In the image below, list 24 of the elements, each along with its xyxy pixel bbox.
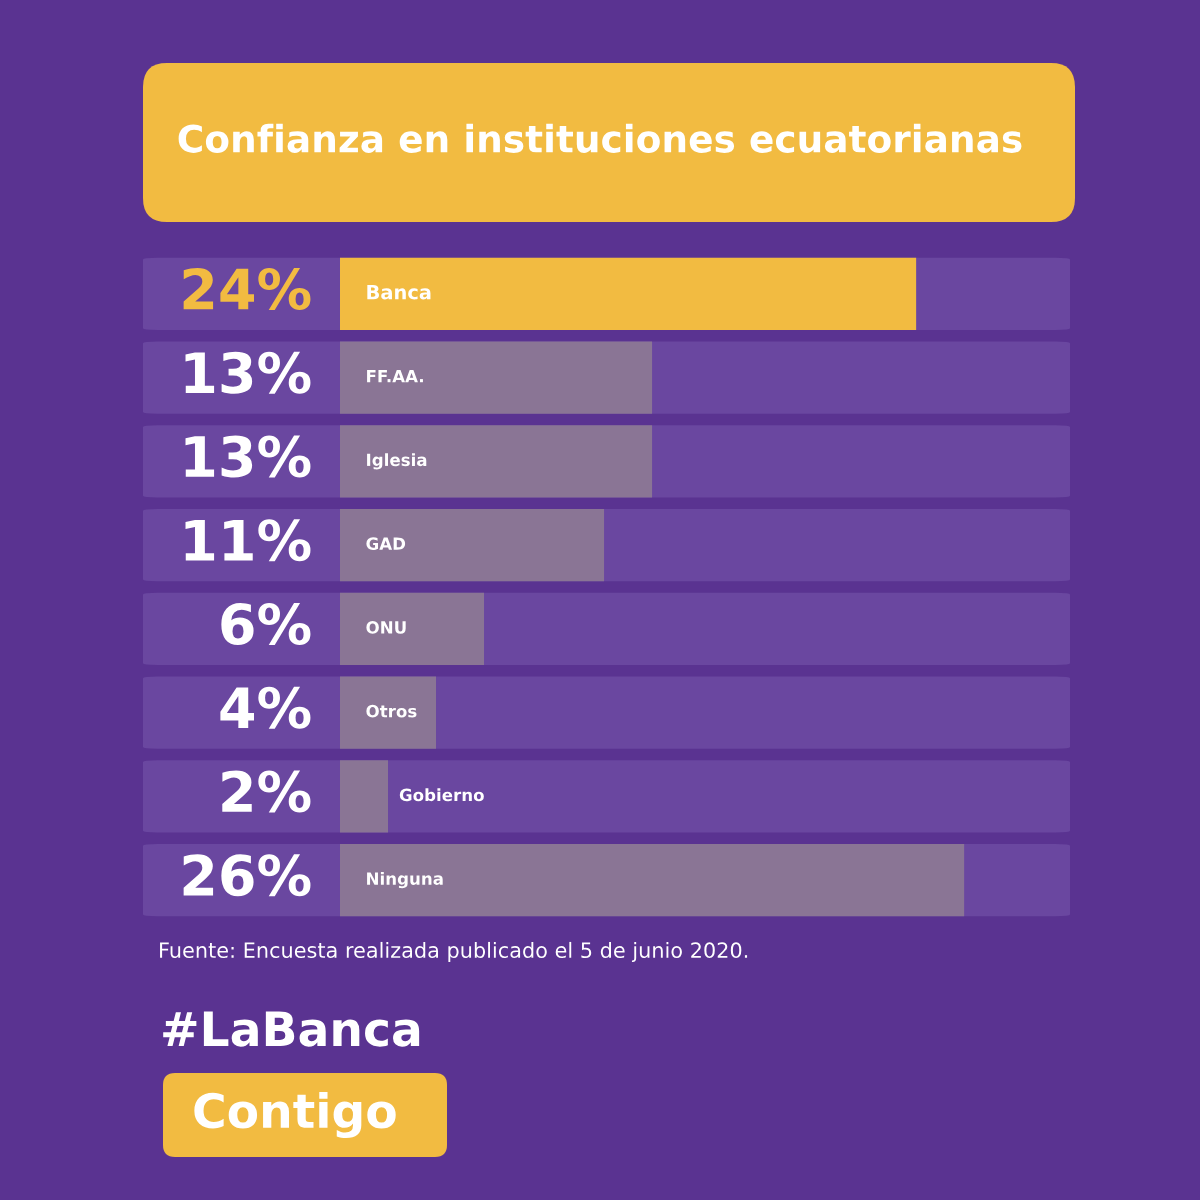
data-label: 13% <box>185 351 311 394</box>
data-label: 11% <box>185 519 311 562</box>
bar <box>340 509 605 582</box>
y-tick-label: Gobierno <box>399 788 484 802</box>
data-label: 6% <box>221 602 311 645</box>
data-label: 4% <box>220 686 311 729</box>
data-label: 26% <box>183 854 311 897</box>
y-tick-label: GAD <box>366 537 406 550</box>
y-tick-label: Otros <box>366 704 417 718</box>
data-label: 13% <box>185 435 311 478</box>
bar <box>340 676 437 749</box>
y-tick-label: ONU <box>366 621 406 634</box>
source-note: Fuente: Encuesta realizada publicado el 5 de junio 2020. <box>160 941 748 963</box>
bar <box>340 760 389 833</box>
y-tick-label: Iglesia <box>367 453 427 470</box>
y-tick-label: Ninguna <box>367 871 443 889</box>
data-label: 2% <box>222 770 311 813</box>
chart-title: Confianza en instituciones ecuatorianas <box>178 123 1022 153</box>
text: #LaBanca <box>163 1011 420 1047</box>
data-label: 24% <box>183 267 311 310</box>
bar <box>340 592 485 665</box>
y-tick-label: FF.AA. <box>367 370 423 383</box>
y-tick-label: Banca <box>367 285 431 300</box>
text: Contigo <box>194 1091 396 1139</box>
